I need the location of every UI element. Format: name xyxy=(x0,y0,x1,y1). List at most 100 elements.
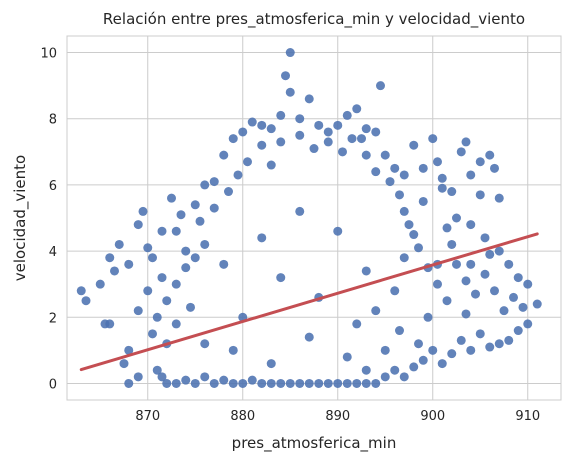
y-tick-label: 0 xyxy=(49,377,57,392)
data-point xyxy=(186,302,195,312)
data-point xyxy=(152,365,162,375)
data-point xyxy=(143,286,153,296)
data-point xyxy=(494,339,504,349)
data-point xyxy=(171,378,181,388)
data-point xyxy=(295,378,305,388)
data-point xyxy=(532,299,542,309)
x-tick-label: 900 xyxy=(420,409,445,424)
data-point xyxy=(447,187,457,197)
data-point xyxy=(485,342,495,352)
data-point xyxy=(266,160,276,170)
data-point xyxy=(466,345,476,355)
data-point xyxy=(243,157,252,167)
data-point xyxy=(513,273,523,283)
data-point xyxy=(219,150,229,160)
data-point xyxy=(352,104,362,114)
data-point xyxy=(190,200,200,210)
data-point xyxy=(352,378,362,388)
data-point xyxy=(504,335,514,345)
data-point xyxy=(266,359,276,369)
data-point xyxy=(361,150,371,160)
data-point xyxy=(119,359,129,369)
data-point xyxy=(399,372,409,382)
data-point xyxy=(171,226,181,236)
regression-line-group xyxy=(79,232,539,372)
data-point xyxy=(509,292,518,302)
data-point xyxy=(437,173,447,183)
data-point xyxy=(399,253,409,263)
data-point xyxy=(475,157,485,167)
data-point xyxy=(399,206,409,216)
data-point xyxy=(333,378,343,388)
data-point xyxy=(143,243,153,253)
data-point xyxy=(257,378,267,388)
data-point xyxy=(133,306,143,316)
data-point xyxy=(414,243,423,253)
y-tick-label: 10 xyxy=(40,47,57,62)
data-point xyxy=(81,296,91,306)
data-point xyxy=(138,206,148,216)
data-point xyxy=(276,110,286,120)
data-point xyxy=(285,48,295,58)
data-point xyxy=(361,266,371,276)
data-point xyxy=(171,319,181,329)
x-axis-label: pres_atmosferica_min xyxy=(232,434,397,453)
data-point xyxy=(338,147,347,157)
x-tick-label: 890 xyxy=(325,409,350,424)
data-point xyxy=(157,273,167,283)
data-point xyxy=(281,71,290,81)
chart-title: Relación entre pres_atmosferica_min y ve… xyxy=(103,10,525,29)
data-point xyxy=(361,378,371,388)
data-point xyxy=(257,140,267,150)
data-point xyxy=(200,180,210,190)
data-point xyxy=(371,306,381,316)
data-point xyxy=(518,302,528,312)
data-point xyxy=(276,378,286,388)
data-point xyxy=(428,134,438,144)
data-point xyxy=(523,319,533,329)
data-point xyxy=(452,259,461,269)
data-point xyxy=(266,378,276,388)
x-tick-label: 880 xyxy=(230,409,255,424)
y-axis-label: velocidad_viento xyxy=(11,155,30,281)
data-point xyxy=(499,306,509,316)
data-point xyxy=(148,329,157,339)
data-point xyxy=(309,144,319,154)
data-point xyxy=(404,220,414,230)
data-point xyxy=(475,329,485,339)
data-point xyxy=(361,124,371,134)
regression-line xyxy=(79,232,539,372)
data-point xyxy=(380,372,390,382)
data-point xyxy=(133,372,143,382)
data-point xyxy=(485,150,495,160)
y-tick-label: 4 xyxy=(49,245,57,260)
data-point xyxy=(385,177,395,187)
data-point xyxy=(437,359,447,369)
data-point xyxy=(162,296,172,306)
data-point xyxy=(276,137,286,147)
data-point xyxy=(456,335,466,345)
data-point xyxy=(390,163,400,173)
data-point xyxy=(323,127,333,137)
data-point xyxy=(490,163,499,173)
data-point xyxy=(342,352,352,362)
data-point xyxy=(418,163,428,173)
data-point xyxy=(195,216,205,226)
data-point xyxy=(276,273,286,283)
data-point xyxy=(181,375,191,385)
data-point xyxy=(380,345,390,355)
data-point xyxy=(76,286,86,296)
data-point xyxy=(418,196,428,206)
data-point xyxy=(181,246,191,256)
data-point xyxy=(395,326,404,336)
data-point xyxy=(257,233,267,243)
data-point xyxy=(513,326,523,336)
data-point xyxy=(390,365,400,375)
data-point xyxy=(95,279,105,289)
data-point xyxy=(209,177,219,187)
data-point xyxy=(447,239,457,249)
data-point xyxy=(456,147,466,157)
data-point xyxy=(190,378,200,388)
data-point xyxy=(371,127,381,137)
y-tick-label: 2 xyxy=(49,311,57,326)
